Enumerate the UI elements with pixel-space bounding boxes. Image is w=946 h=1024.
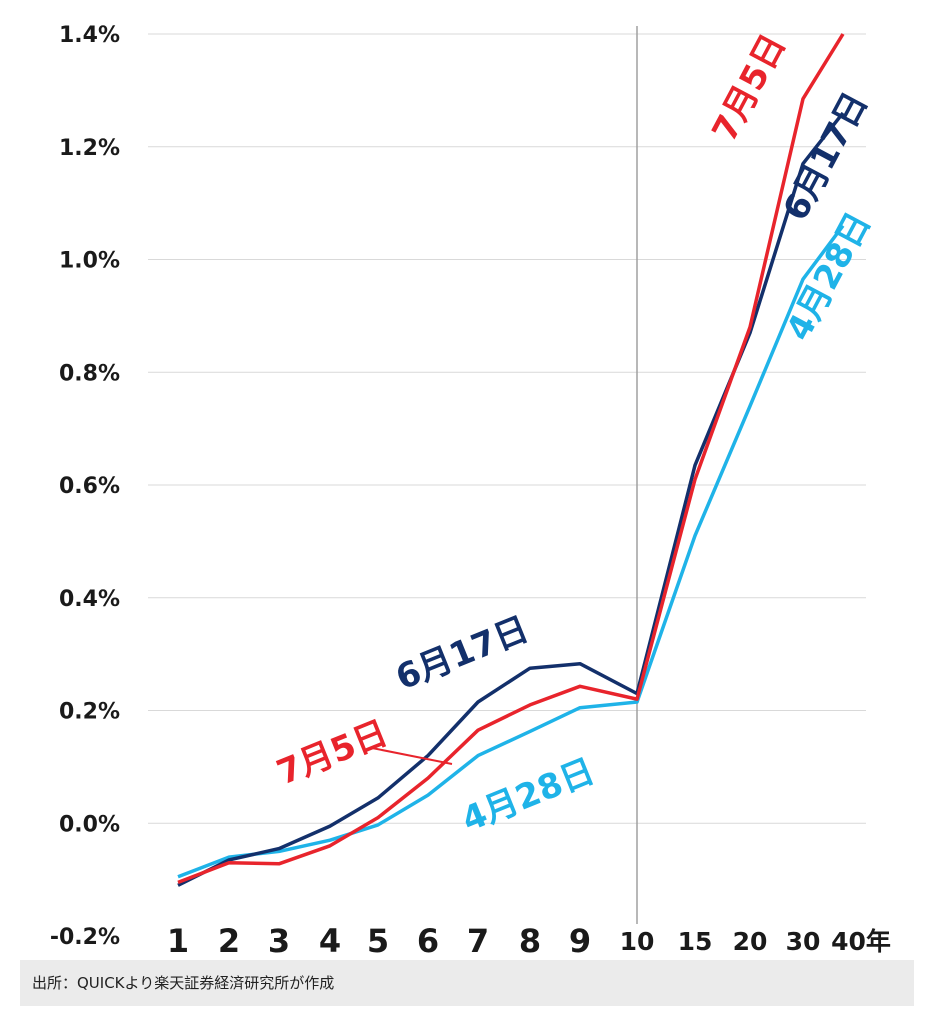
x-tick-label: 6	[417, 922, 439, 960]
x-tick-label: 40年	[831, 927, 891, 956]
x-tick-label: 9	[569, 922, 591, 960]
series-label-4月28日: 4月28日	[456, 751, 600, 840]
y-tick-label: 0.6%	[59, 474, 120, 499]
x-tick-label: 10	[620, 927, 655, 956]
series-labels: 4月28日 6月17日 7月5日 4月28日 6月17日 7月5日	[271, 28, 879, 841]
series-label-7月5日-right: 7月5日	[705, 28, 794, 149]
grid-lines	[148, 33, 866, 824]
y-tick-label: 1.4%	[59, 23, 120, 48]
source-note: 出所：QUICKより楽天証券経済研究所が作成	[32, 974, 335, 992]
x-tick-label: 4	[319, 922, 341, 960]
y-tick-label: 0.0%	[59, 812, 120, 837]
y-tick-label: 1.0%	[59, 249, 120, 274]
label-leader-line	[371, 747, 453, 765]
series-label-4月28日-right: 4月28日	[779, 206, 880, 347]
y-tick-label: -0.2%	[50, 925, 120, 950]
series-label-7月5日: 7月5日	[271, 713, 393, 793]
x-tick-label: 2	[218, 922, 240, 960]
x-tick-label: 7	[467, 922, 489, 960]
x-tick-label: 8	[519, 922, 541, 960]
series-line-4月28日	[177, 224, 845, 879]
x-tick-label: 5	[367, 922, 389, 960]
x-tick-label: 1	[167, 922, 189, 960]
series-label-6月17日: 6月17日	[390, 609, 534, 698]
x-tick-label: 20	[733, 927, 768, 956]
y-tick-label: 1.2%	[59, 136, 120, 161]
y-axis-ticks: 1.4% 1.2% 1.0% 0.8% 0.6% 0.4% 0.2% 0.0% -0.2%	[50, 23, 120, 950]
x-axis-ticks: 1 2 3 4 5 6 7 8 9 10 15 20 30 40年	[167, 922, 891, 960]
x-tick-label: 30	[786, 927, 821, 956]
y-tick-label: 0.2%	[59, 700, 120, 725]
x-tick-label: 15	[678, 927, 713, 956]
series-line-7月5日	[177, 33, 845, 885]
y-tick-label: 0.8%	[59, 361, 120, 386]
x-tick-label: 3	[268, 922, 290, 960]
series-lines	[177, 33, 845, 887]
source-note-bar: 出所：QUICKより楽天証券経済研究所が作成	[20, 960, 914, 1006]
y-tick-label: 0.4%	[59, 587, 120, 612]
